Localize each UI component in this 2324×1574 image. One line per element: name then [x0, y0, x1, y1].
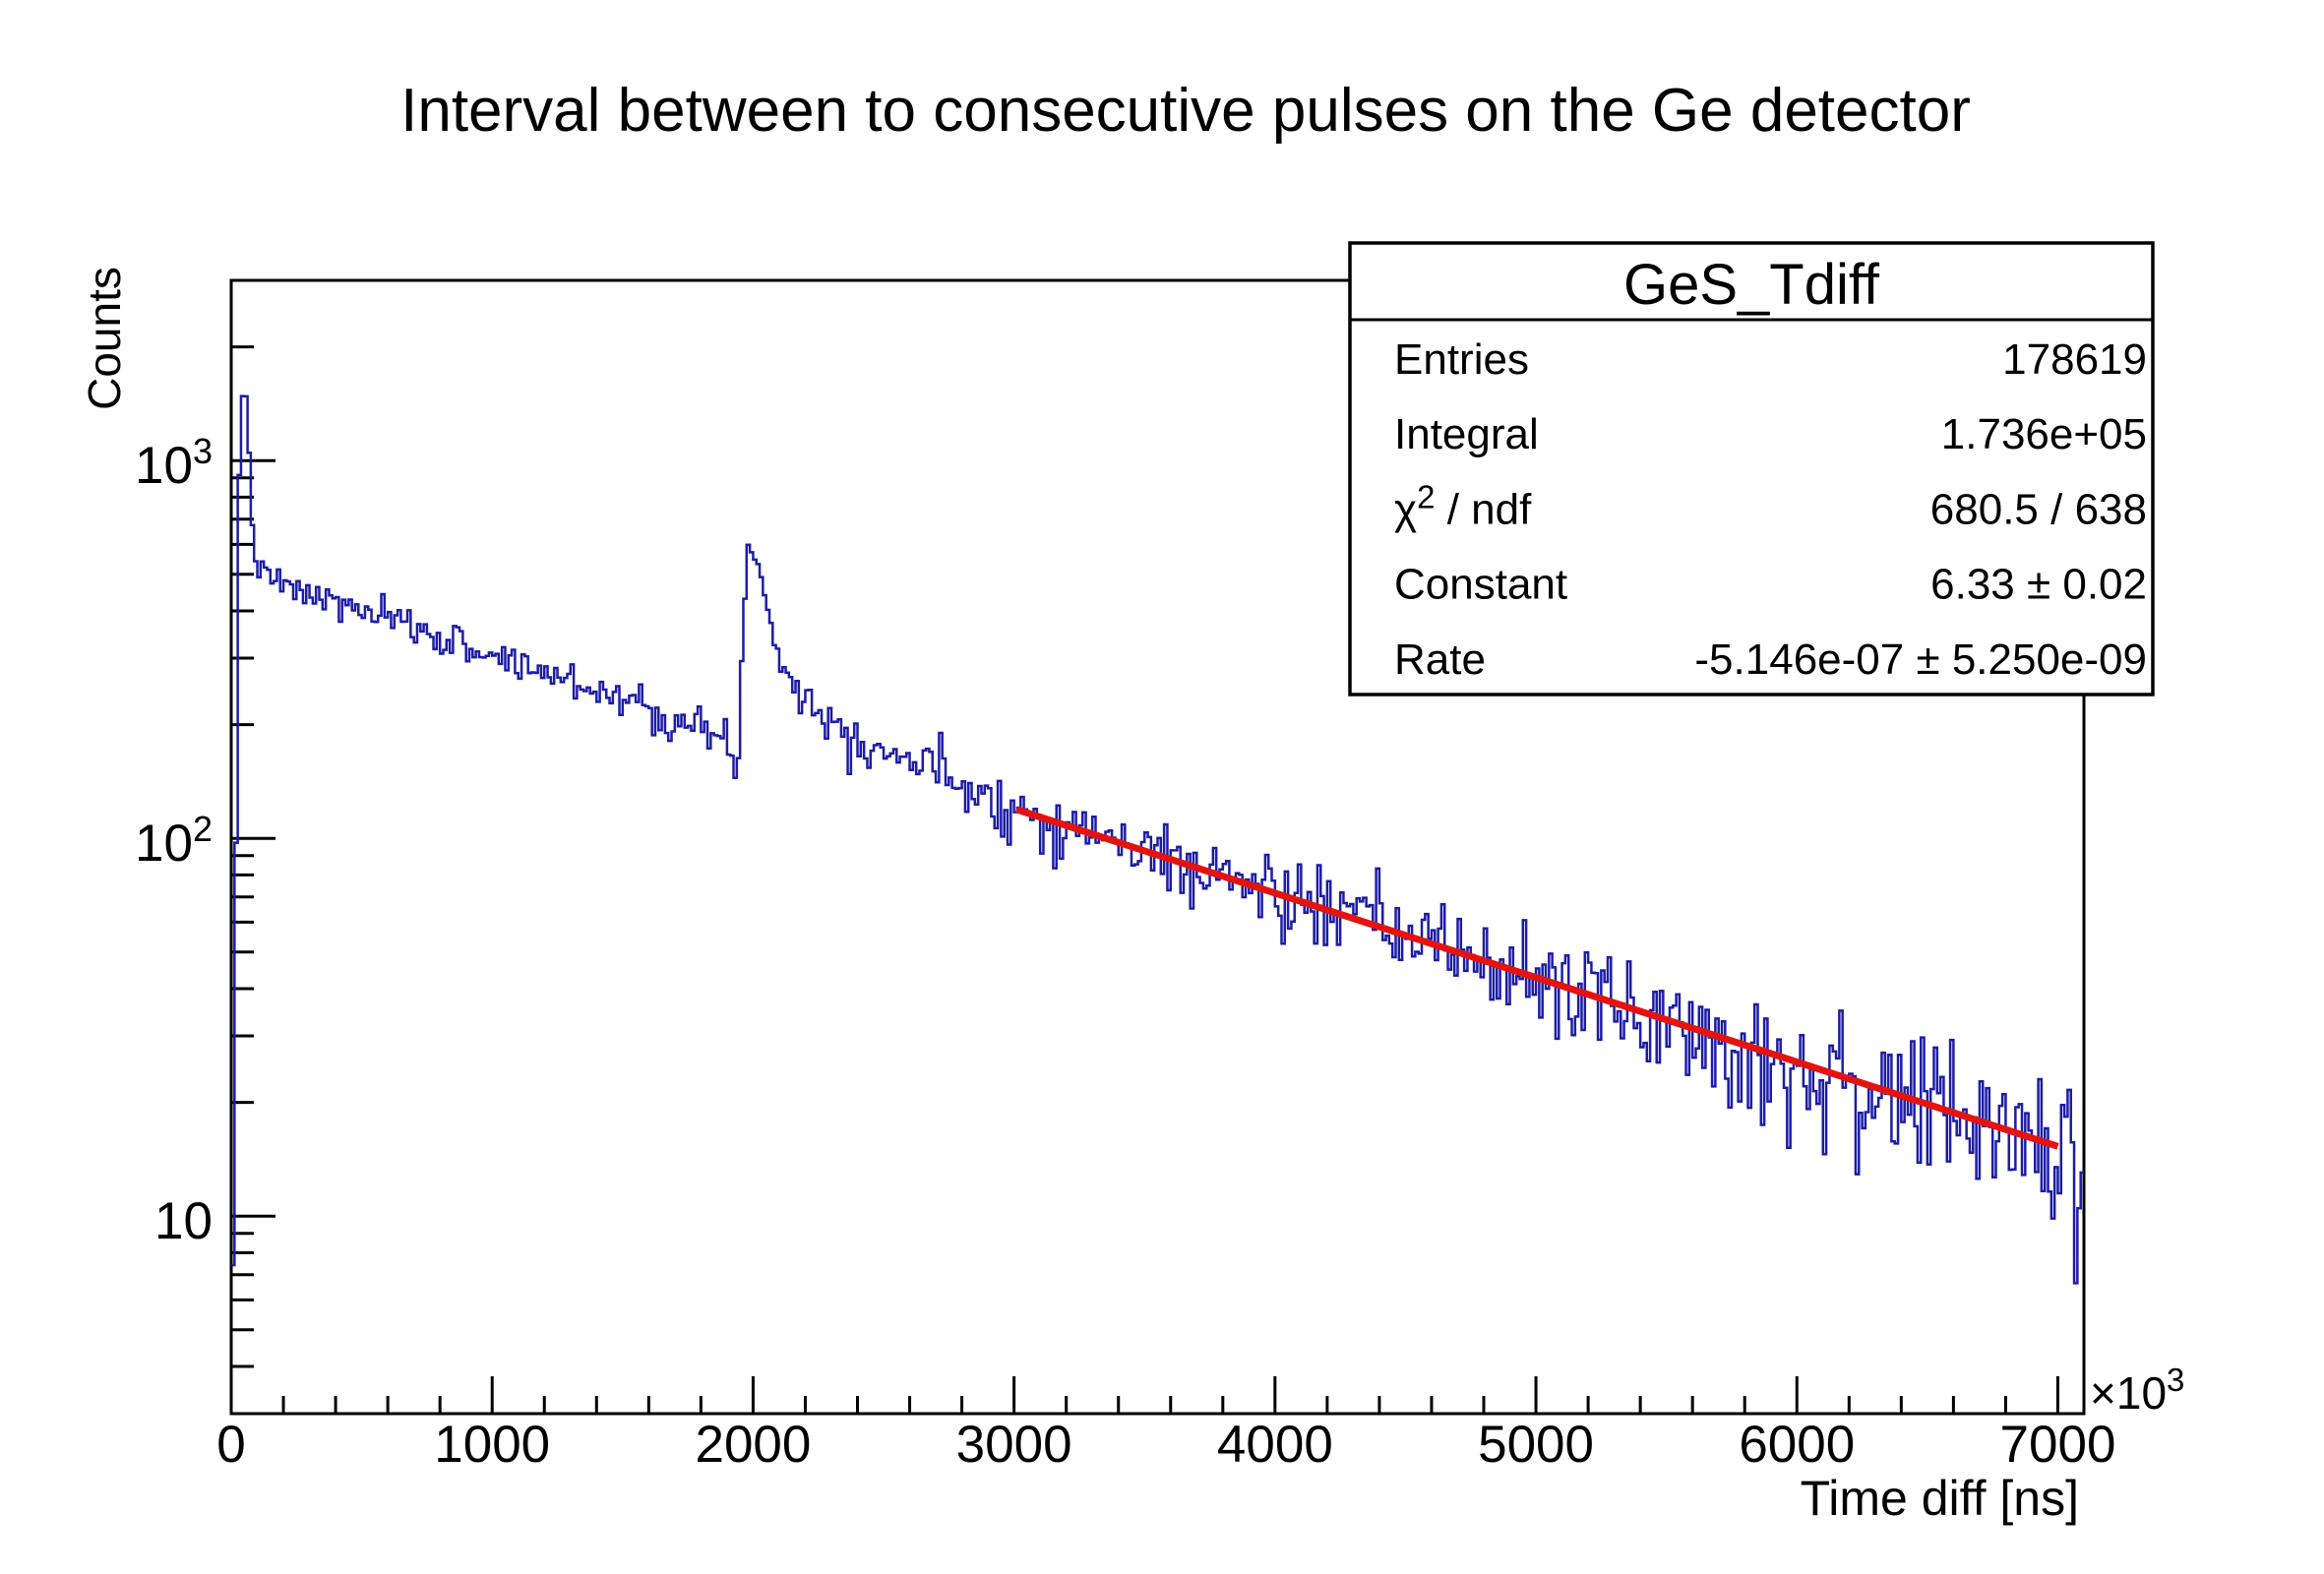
- y-tick-label: 103: [135, 431, 213, 495]
- stats-row-value: 6.33 ± 0.02: [1930, 561, 2147, 609]
- plot-frame: [229, 278, 2086, 1416]
- x-tick-label: 6000: [1739, 1416, 1855, 1474]
- stats-row-value: 1.736e+05: [1941, 410, 2147, 458]
- x-tick-label: 4000: [1217, 1416, 1333, 1474]
- x-axis-title: Time diff [ns]: [1801, 1471, 2079, 1526]
- chart-title: Interval between to consecutive pulses o…: [400, 77, 1971, 145]
- stats-box: GeS_Tdiff Entries 178619 Integral 1.736e+05…: [1348, 241, 2155, 696]
- y-axis-title: Counts: [79, 267, 130, 410]
- x-tick-label: 0: [216, 1416, 245, 1474]
- x-tick-label: 5000: [1478, 1416, 1594, 1474]
- stats-row-value: 680.5 / 638: [1930, 485, 2147, 533]
- stats-row-value: -5.146e-07 ± 5.250e-09: [1694, 636, 2147, 684]
- stats-row-value: 178619: [2002, 335, 2147, 384]
- x-tick-label: 7000: [2000, 1416, 2116, 1474]
- stats-row-label: Entries: [1394, 335, 1529, 384]
- stats-rows: Entries 178619 Integral 1.736e+05 χ2 / ndf 68…: [1394, 335, 2147, 684]
- x-tick-label: 1000: [434, 1416, 550, 1474]
- stats-row-label: Rate: [1394, 636, 1486, 684]
- x-tick-label: 2000: [695, 1416, 811, 1474]
- fit-line: [1015, 806, 2059, 1150]
- y-tick-label: 102: [135, 809, 213, 873]
- y-tick-label: 10: [154, 1192, 213, 1250]
- stats-row-label: χ2 / ndf: [1394, 478, 1532, 533]
- stats-row-label: Integral: [1394, 410, 1539, 458]
- x-axis-tick-labels: 0 1000 2000 3000 4000 5000 6000 7000: [216, 1416, 2115, 1474]
- x-axis-ticks: [229, 1376, 2059, 1414]
- stats-row-label: Constant: [1394, 561, 1567, 609]
- stats-box-title: GeS_Tdiff: [1623, 253, 1880, 317]
- x-tick-label: 3000: [956, 1416, 1072, 1474]
- y-axis-tick-labels: 10 102 103: [135, 431, 213, 1250]
- x-axis-multiplier: ×103: [2090, 1362, 2184, 1419]
